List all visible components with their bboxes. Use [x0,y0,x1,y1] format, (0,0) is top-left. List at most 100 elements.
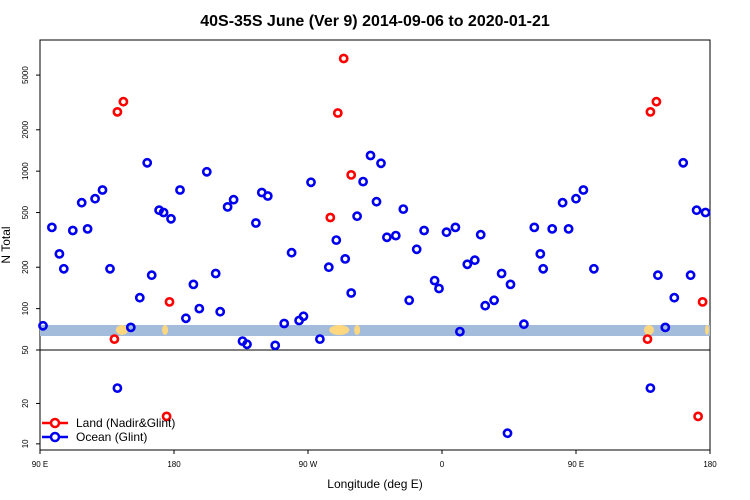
y-tick-label: 50 [21,345,30,354]
legend-land-label: Land (Nadir&Glint) [76,416,175,430]
data-point [250,218,261,228]
data-point [589,263,599,274]
y-tick-label: 20 [21,398,30,407]
data-point [158,207,169,218]
data-point [669,292,680,303]
data-point [58,263,69,274]
data-point [338,53,349,64]
data-point [381,232,392,243]
x-tick-label: 0 [440,460,445,469]
x-tick-label: 180 [703,460,717,469]
y-axis-label: N Total [0,226,13,263]
legend-land-marker [49,417,61,429]
data-point [519,319,529,330]
data-point [645,107,656,117]
data-point [352,211,362,222]
data-point [429,275,440,286]
data-point [90,193,100,204]
y-tick-label: 2000 [21,120,30,138]
data-point [332,108,343,118]
data-point [557,197,568,208]
data-point [105,263,115,274]
data-point [371,196,382,207]
data-point [496,268,507,279]
data-point [358,176,368,187]
data-point [201,166,212,177]
data-point [175,185,185,195]
x-tick-label: 90 W [299,460,318,469]
data-point [306,177,316,188]
data-point [346,288,357,298]
data-point [578,185,589,195]
data-points [38,53,711,439]
land-mark [115,325,128,335]
data-point [340,253,351,264]
land-mark [705,325,710,335]
data-point [404,295,415,306]
upper-plot-panel: 100 200 500 1000 2000 5000 [21,39,711,351]
data-point [112,383,123,393]
x-axis-label: Longitude (deg E) [327,477,422,491]
data-point [697,296,708,307]
data-point [547,223,558,234]
data-point [146,270,157,281]
land-mark [329,325,350,335]
data-point [180,313,191,324]
data-point [323,262,334,273]
data-point [331,235,342,245]
y-tick-label: 1000 [21,162,30,180]
lower-y-ticks: 10 20 50 [21,345,40,448]
y-tick-label: 200 [21,260,30,274]
data-point [660,322,671,333]
data-point [462,259,473,270]
data-point [700,207,711,218]
data-point [134,292,145,303]
data-point [441,227,452,238]
data-point [325,212,336,223]
data-point [125,322,136,333]
data-point [270,340,281,351]
data-point [653,270,663,281]
data-point [279,318,290,329]
ocean-band [40,325,710,336]
data-point [645,383,656,393]
data-point [215,306,226,317]
data-point [571,193,581,204]
data-point [188,279,199,290]
data-point [222,201,233,212]
data-point [314,334,325,344]
legend: Land (Nadir&Glint) Ocean (Glint) [42,416,175,444]
data-point [242,339,252,350]
y-tick-label: 500 [21,205,30,219]
data-point [97,185,108,195]
data-point [82,223,93,234]
data-point [685,270,696,281]
land-mark [162,325,169,335]
data-point [489,295,499,306]
land-mark [643,325,654,335]
data-point [346,169,357,180]
data-point [475,229,486,240]
data-point [480,300,491,311]
data-point [450,222,461,233]
data-point [390,230,401,241]
data-point [118,96,129,107]
data-point [693,411,703,422]
data-point [194,303,205,314]
data-point [651,96,662,107]
data-point [262,191,273,201]
data-point [164,296,175,307]
data-point [210,268,221,279]
data-point [76,197,87,208]
upper-plot-frame [39,39,711,351]
data-point [678,157,689,168]
y-tick-label: 10 [21,439,30,448]
data-point [419,225,429,236]
data-point [166,213,176,224]
y-tick-label: 5000 [21,66,30,84]
data-point [469,255,480,266]
legend-ocean-marker [49,431,61,443]
data-point [112,107,123,117]
upper-y-ticks: 100 200 500 1000 2000 5000 [21,66,40,315]
lower-plot-panel: 10 20 50 [21,345,711,451]
